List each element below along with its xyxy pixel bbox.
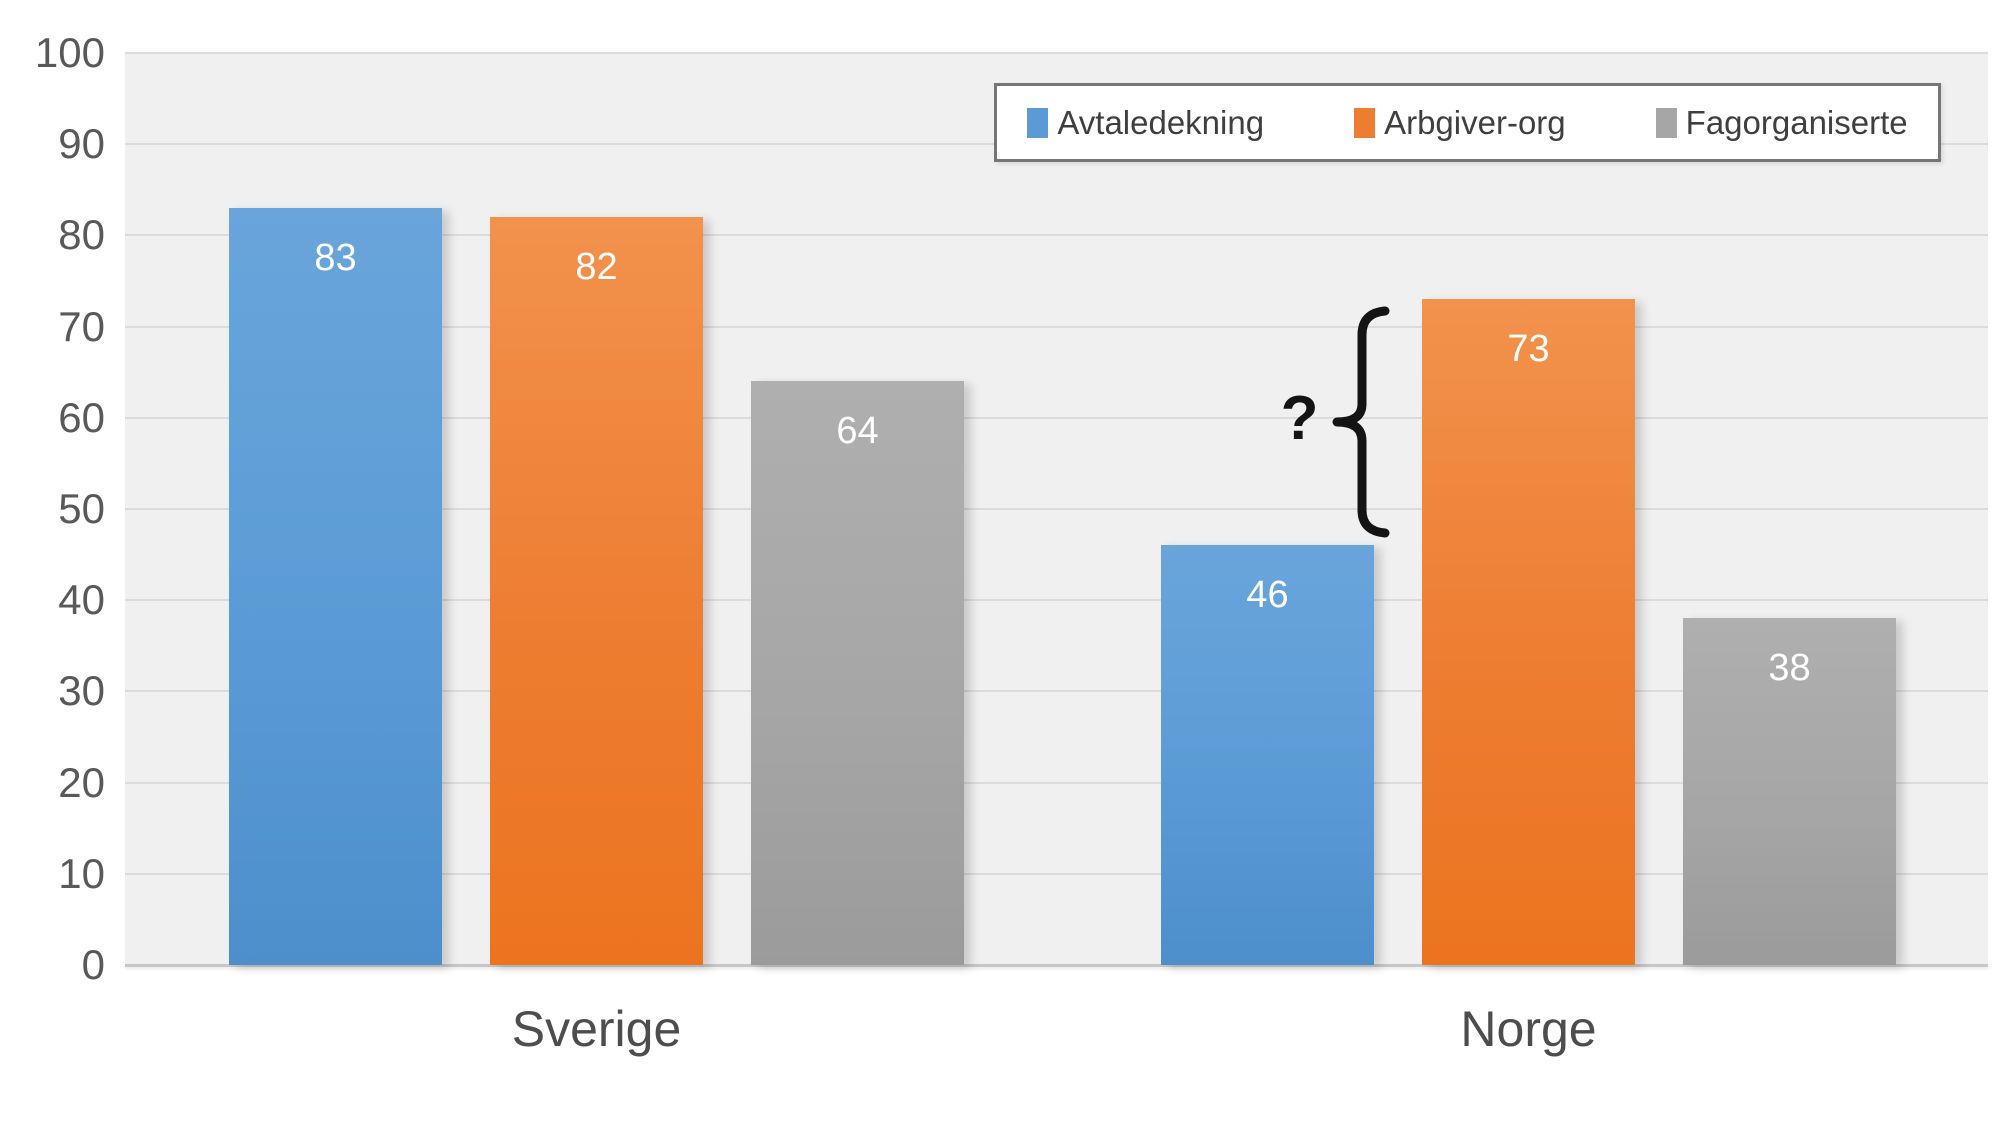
gridline-40 <box>125 599 1988 602</box>
legend-label: Fagorganiserte <box>1685 103 1908 141</box>
bar-value-sverige-arbgiver-org: 82 <box>575 246 618 289</box>
y-tick-label-50: 50 <box>58 485 105 532</box>
gridline-20 <box>125 781 1988 784</box>
legend-swatch-icon <box>1027 107 1049 138</box>
y-tick-label-40: 40 <box>58 576 105 624</box>
bar-norge-fagorganiserte <box>1683 618 1896 965</box>
gridline-80 <box>125 234 1988 237</box>
y-tick-label-80: 80 <box>58 211 105 259</box>
legend-item-fagorganiserte: Fagorganiserte <box>1655 103 1908 142</box>
gridline-30 <box>125 690 1988 693</box>
legend-swatch-icon <box>1655 107 1677 138</box>
bar-value-norge-avtaledekning: 46 <box>1246 574 1289 617</box>
legend-label: Avtaledekning <box>1057 103 1265 141</box>
gridline-100 <box>125 52 1988 54</box>
y-tick-label-0: 0 <box>81 941 105 988</box>
question-mark-annotation: ? <box>1280 384 1319 453</box>
bar-norge-avtaledekning <box>1161 545 1374 965</box>
y-tick-label-60: 60 <box>58 393 105 441</box>
y-tick-label-70: 70 <box>58 302 105 350</box>
y-tick-label-100: 100 <box>34 29 105 76</box>
legend-swatch-icon <box>1354 107 1376 138</box>
bar-sverige-arbgiver-org <box>490 217 703 965</box>
gridline-50 <box>125 508 1988 510</box>
bar-value-sverige-fagorganiserte: 64 <box>836 410 879 453</box>
bar-value-sverige-avtaledekning: 83 <box>314 237 357 280</box>
y-tick-label-20: 20 <box>58 758 105 806</box>
bar-sverige-fagorganiserte <box>751 381 964 965</box>
legend-item-arbgiver-org: Arbgiver-org <box>1354 104 1566 142</box>
gridline-60 <box>125 416 1988 419</box>
bar-value-norge-fagorganiserte: 38 <box>1768 647 1811 690</box>
bar-sverige-avtaledekning <box>229 208 442 965</box>
gridline-10 <box>125 872 1988 875</box>
gridline-0 <box>125 964 1988 967</box>
y-tick-label-10: 10 <box>58 849 105 897</box>
legend: Avtaledekning Arbgiver-org Fagorganiserte <box>994 83 1941 162</box>
y-tick-label-30: 30 <box>58 667 105 715</box>
y-tick-label-90: 90 <box>58 120 105 168</box>
bar-value-norge-arbgiver-org: 73 <box>1507 328 1550 371</box>
legend-item-avtaledekning: Avtaledekning <box>1027 104 1264 142</box>
category-label-sverige: Sverige <box>511 1001 682 1057</box>
gridline-70 <box>125 325 1988 328</box>
category-label-norge: Norge <box>1460 1001 1597 1057</box>
legend-label: Arbgiver-org <box>1384 103 1566 141</box>
bar-norge-arbgiver-org <box>1422 299 1635 965</box>
